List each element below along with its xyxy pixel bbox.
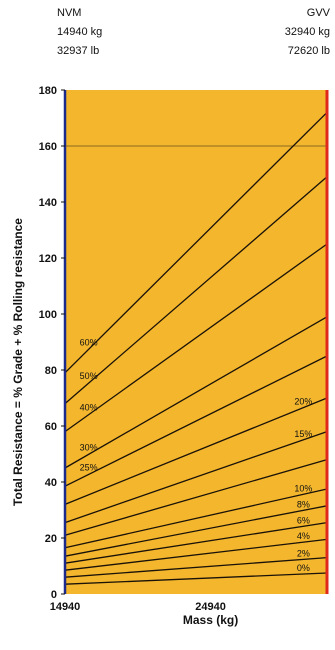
y-tick-label: 20	[45, 533, 57, 545]
x-tick-label: 14940	[50, 601, 81, 613]
gvv-lb: 72620 lb	[287, 45, 330, 57]
series-label-left: 50%	[80, 371, 98, 381]
series-label-right: 2%	[297, 548, 310, 558]
series-label-right: 0%	[297, 563, 310, 573]
series-label-right: 15%	[294, 429, 312, 439]
series-label-right: 20%	[294, 397, 312, 407]
nvm-kg: 14940 kg	[57, 26, 103, 38]
y-tick-label: 100	[39, 309, 57, 321]
series-label-right: 4%	[297, 531, 310, 541]
series-line-6pct	[64, 521, 328, 564]
nvm-title: NVM	[57, 7, 82, 19]
series-label-right: 10%	[294, 483, 312, 493]
series-line-4pct	[64, 538, 328, 571]
y-tick-label: 180	[39, 85, 57, 97]
series-line-10pct	[64, 488, 328, 549]
series-label-left: 25%	[80, 462, 98, 472]
series-label-right: 8%	[297, 499, 310, 509]
y-tick-label: 80	[45, 365, 57, 377]
y-tick-label: 0	[51, 589, 57, 601]
series-line-20pct	[64, 397, 328, 506]
series-line-unlabeled	[64, 458, 328, 536]
series-line-50pct	[64, 176, 328, 405]
series-line-15pct	[64, 430, 328, 524]
x-axis-label: Mass (kg)	[183, 613, 238, 627]
series-line-25pct	[64, 355, 328, 487]
series-line-40pct	[64, 243, 328, 433]
gvv-label: GVV 32940 kg 72620 lb	[285, 4, 330, 61]
y-tick-label: 40	[45, 477, 57, 489]
gvv-title: GVV	[306, 7, 330, 19]
series-label-left: 60%	[80, 337, 98, 347]
y-tick-label: 60	[45, 421, 57, 433]
x-tick-label: 24940	[195, 601, 226, 613]
y-tick-label: 120	[39, 253, 57, 265]
y-tick-label: 140	[39, 197, 57, 209]
series-line-2pct	[64, 556, 328, 578]
gvv-kg: 32940 kg	[284, 26, 330, 38]
y-tick-label: 160	[39, 141, 57, 153]
series-line-8pct	[64, 505, 328, 557]
series-line-0pct	[64, 572, 328, 585]
series-line-30pct	[64, 316, 328, 469]
series-label-right: 6%	[297, 515, 310, 525]
y-axis-label: Total Resistance = % Grade + % Rolling r…	[11, 218, 25, 506]
series-line-60pct	[64, 111, 328, 374]
series-label-left: 30%	[80, 442, 98, 452]
gross-vehicle-mass-label: NVM 14940 kg 32937 lb	[57, 4, 102, 61]
series-label-left: 40%	[80, 403, 98, 413]
nvm-lb: 32937 lb	[57, 45, 100, 57]
